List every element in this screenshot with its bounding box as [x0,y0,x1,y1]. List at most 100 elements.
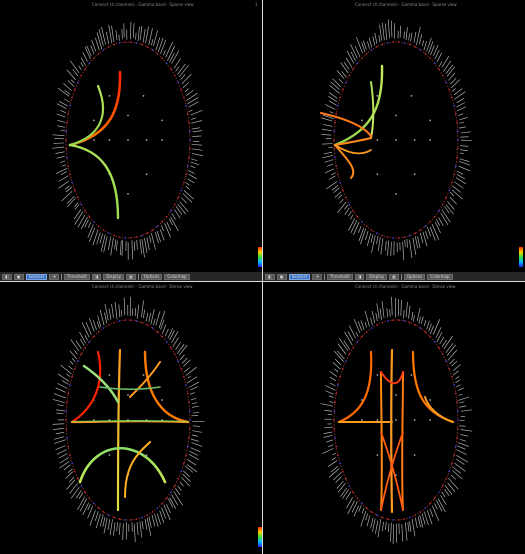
sensor-marker-icon [146,324,148,326]
sensor-label [66,195,75,204]
toolbar-button[interactable]: Sensors [25,273,48,280]
sensor-label [190,392,195,395]
sensor-label [154,513,159,527]
sensor-marker-icon [448,88,451,91]
sensor-label [372,36,376,46]
sensor-label [327,444,334,448]
toolbar-button[interactable]: ▣ [276,273,287,280]
sensor-label [61,191,73,202]
inner-sensor-icon [410,95,413,97]
toolbar-button[interactable]: ◨ [354,273,365,280]
toolbar-button[interactable]: ◧ [2,273,12,280]
sensor-marker-icon [335,165,338,167]
sensor-marker-icon [188,437,190,439]
sensor-marker-icon [97,507,100,509]
sensor-marker-icon [333,410,336,412]
sensor-label [169,53,175,63]
toolbar-button[interactable]: ◔ [49,273,59,280]
connectome-plot[interactable] [263,282,525,554]
panel-bottom-right[interactable]: Connect (4 channels) · Gamma band · Dens… [263,282,525,554]
sensor-label [181,357,188,364]
sensor-marker-icon [118,42,121,44]
sensor-label [60,160,66,163]
connection-link [143,350,190,424]
toolbar-button[interactable]: Colormap [164,273,190,280]
toolbar-button[interactable]: Threshold [326,273,353,280]
sensor-marker-icon [445,360,447,363]
sensor-marker-icon [84,68,86,70]
inner-sensor-icon [413,173,416,176]
sensor-marker-icon [348,353,351,356]
sensor-label [337,350,345,360]
sensor-label [425,231,429,240]
toolbar-button[interactable]: ▦ [126,273,136,280]
sensor-label [166,221,172,231]
sensor-label [77,496,86,510]
sensor-label [56,103,67,109]
sensor-label [454,462,466,472]
toolbar-button[interactable]: ◧ [265,273,275,280]
sensor-label [370,517,374,529]
toolbar-button[interactable]: ▦ [389,273,399,280]
toolbar-button[interactable]: Options [403,273,426,280]
sensor-label [456,384,461,388]
sensor-marker-icon [102,229,105,231]
sensor-label [358,225,362,233]
sensor-label [160,224,164,232]
sensor-label [323,124,333,127]
toolbar-button[interactable]: Options [140,273,163,280]
toolbar-button[interactable]: Colormap [427,273,453,280]
sensor-marker-icon [65,147,68,150]
sensor-label [88,227,96,243]
sensor-marker-icon [188,410,191,412]
toolbar-button[interactable]: ▣ [13,273,24,280]
inner-sensor-icon [127,114,129,117]
sensor-label [329,100,337,106]
sensor-label [183,359,191,367]
connectome-plot[interactable] [263,0,525,272]
sensor-label [69,476,75,483]
connectome-plot[interactable] [0,282,262,554]
sensor-label [409,521,412,532]
panel-bottom-left[interactable]: Connect (4 channels) · Gamma band · Dens… [0,282,262,554]
sensor-label [79,338,85,346]
toolbar-button[interactable]: Threshold [63,273,90,280]
toolbar-button[interactable]: ◨ [91,273,102,280]
sensor-label [134,307,137,317]
sensor-label [150,309,155,325]
sensor-label [157,37,164,53]
sensor-label [66,373,71,378]
sensor-label [144,237,148,254]
toolbar-button[interactable]: Display [103,273,125,280]
sensor-label [64,89,71,95]
sensor-marker-icon [356,215,359,218]
sensor-label [413,31,417,43]
connection-link [370,81,375,139]
sensor-label [190,386,198,391]
sensor-label [74,204,80,210]
sensor-marker-icon [337,104,339,107]
sensor-label [378,35,381,43]
sensor-label [377,237,381,252]
connectome-plot[interactable] [0,0,262,272]
sensor-label [387,19,390,39]
sensor-marker-icon [108,324,110,326]
sensor-label [455,379,461,384]
sensor-marker-icon [65,410,68,412]
sensor-marker-icon [429,220,431,223]
sensor-label [437,498,446,513]
sensor-label [102,516,106,527]
sensor-label [96,321,100,329]
sensor-label [324,159,334,163]
toolbar-button[interactable]: Sensors [288,273,311,280]
toolbar-button[interactable]: Display [366,273,388,280]
sensor-marker-icon [453,173,455,176]
sensor-marker-icon [352,210,354,212]
sensor-label [358,227,365,242]
panel-top-right[interactable]: Connect (4 channels) · Gamma band · Spar… [263,0,525,272]
toolbar-button[interactable]: ◔ [312,273,322,280]
sensor-label [104,303,109,321]
sensor-label [409,239,413,259]
sensor-label [70,486,80,499]
panel-top-left[interactable]: Connect (4 channels) · Gamma band · Spar… [0,0,262,272]
